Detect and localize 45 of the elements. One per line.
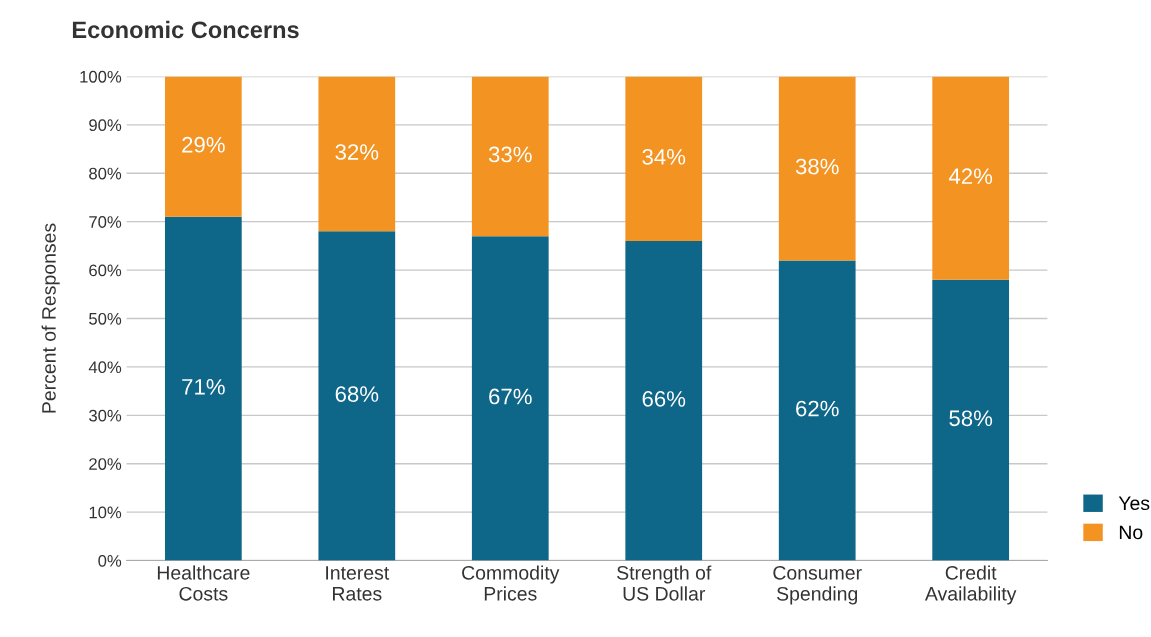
y-tick-label: 100%	[80, 70, 122, 83]
data-label: 62%	[796, 400, 839, 417]
bar	[625, 76, 703, 242]
bar	[164, 76, 242, 217]
x-tick-label: Healthcare Costs	[157, 565, 250, 601]
y-tick-label: 60%	[89, 264, 122, 277]
x-tick-label: Commodity Prices	[462, 565, 560, 601]
bar	[471, 236, 549, 561]
data-label: 68%	[335, 386, 379, 402]
data-label: 33%	[488, 146, 532, 163]
y-tick-label: 10%	[89, 506, 122, 519]
data-label: 29%	[182, 136, 225, 153]
bar	[932, 279, 1010, 561]
y-tick-label: 50%	[89, 312, 122, 325]
data-label: 34%	[642, 148, 686, 165]
y-tick-label: 0%	[98, 554, 122, 567]
data-label: 67%	[489, 388, 532, 405]
bar	[778, 260, 856, 561]
y-tick-label: 40%	[88, 361, 122, 374]
x-tick-label: Strength of US Dollar	[617, 565, 712, 601]
bar	[318, 76, 396, 232]
data-label: 38%	[795, 158, 839, 175]
bar	[625, 241, 703, 561]
y-tick-label: 30%	[89, 409, 122, 422]
legend-label: Yes	[1118, 496, 1150, 511]
data-label: 71%	[182, 379, 225, 395]
x-tick-label: Consumer Spending	[773, 565, 862, 605]
y-tick-label: 70%	[89, 216, 122, 228]
chart-title: Economic Concerns	[72, 20, 299, 39]
data-label: 58%	[949, 410, 993, 427]
bar	[164, 216, 242, 561]
data-label: 32%	[335, 144, 379, 160]
y-axis-title: Percent of Responses	[41, 223, 60, 413]
y-tick-label: 20%	[89, 458, 122, 470]
legend-label: No	[1119, 525, 1143, 540]
bar	[318, 231, 396, 561]
bar	[778, 76, 856, 261]
y-tick-label: 90%	[89, 119, 122, 132]
bar	[932, 76, 1010, 280]
y-tick-label: 80%	[89, 167, 122, 180]
bar	[471, 76, 549, 237]
data-label: 42%	[948, 168, 993, 184]
x-tick-label: Interest Rates	[326, 566, 390, 601]
data-label: 66%	[642, 391, 686, 407]
x-tick-label: Credit Availability	[924, 565, 1017, 605]
